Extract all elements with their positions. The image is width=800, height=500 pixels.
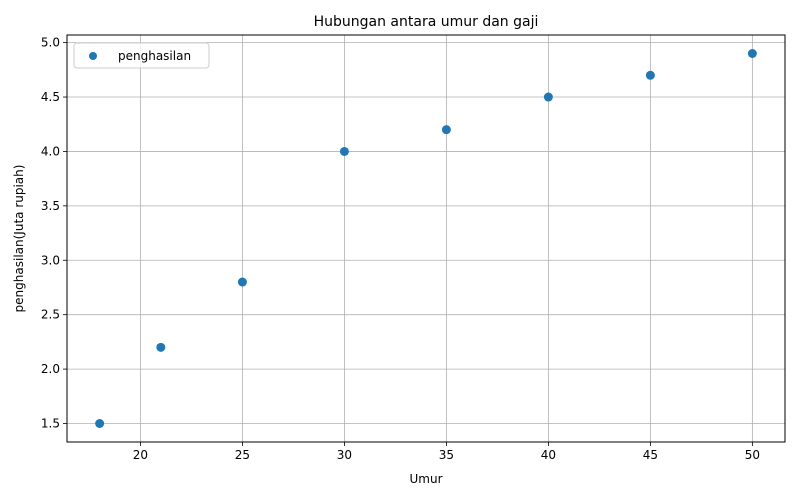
x-tick-label: 30 bbox=[337, 448, 352, 462]
scatter-point bbox=[95, 419, 105, 428]
chart-title: Hubungan antara umur dan gaji bbox=[314, 14, 539, 30]
legend-box bbox=[73, 42, 210, 69]
y-tick-label: 1.5 bbox=[41, 417, 60, 431]
scatter-point bbox=[645, 70, 655, 80]
x-axis-label: Umur bbox=[409, 472, 442, 486]
grid bbox=[67, 35, 785, 442]
legend-label: penghasilan bbox=[118, 49, 191, 63]
scatter-point bbox=[339, 146, 349, 156]
y-tick-label: 5.0 bbox=[41, 36, 60, 50]
x-axis-ticks: 20 25 30 35 40 45 50 bbox=[133, 442, 760, 462]
x-tick-label: 25 bbox=[235, 448, 250, 462]
scatter-point bbox=[441, 125, 451, 135]
scatter-point bbox=[156, 342, 166, 352]
legend: penghasilan bbox=[73, 42, 210, 69]
x-tick-label: 40 bbox=[541, 448, 556, 462]
x-tick-label: 20 bbox=[133, 448, 148, 462]
scatter-point bbox=[237, 277, 247, 287]
x-tick-label: 35 bbox=[439, 448, 454, 462]
x-tick-label: 45 bbox=[643, 448, 658, 462]
y-tick-label: 3.0 bbox=[41, 253, 60, 267]
y-axis-label: penghasilan(Juta rupiah) bbox=[12, 165, 26, 313]
scatter-point bbox=[543, 92, 553, 102]
y-axis-ticks: 1.5 2.0 2.5 3.0 3.5 4.0 4.5 5.0 bbox=[41, 36, 67, 431]
plot-frame bbox=[66, 34, 786, 443]
legend-marker bbox=[89, 52, 97, 60]
scatter-point bbox=[747, 49, 757, 58]
y-tick-label: 2.0 bbox=[41, 362, 60, 376]
y-tick-label: 2.5 bbox=[41, 308, 60, 322]
y-tick-label: 4.5 bbox=[41, 90, 60, 104]
y-tick-label: 3.5 bbox=[41, 199, 60, 213]
y-tick-label: 4.0 bbox=[41, 144, 60, 158]
data-points bbox=[95, 49, 757, 428]
x-tick-label: 50 bbox=[745, 448, 760, 462]
